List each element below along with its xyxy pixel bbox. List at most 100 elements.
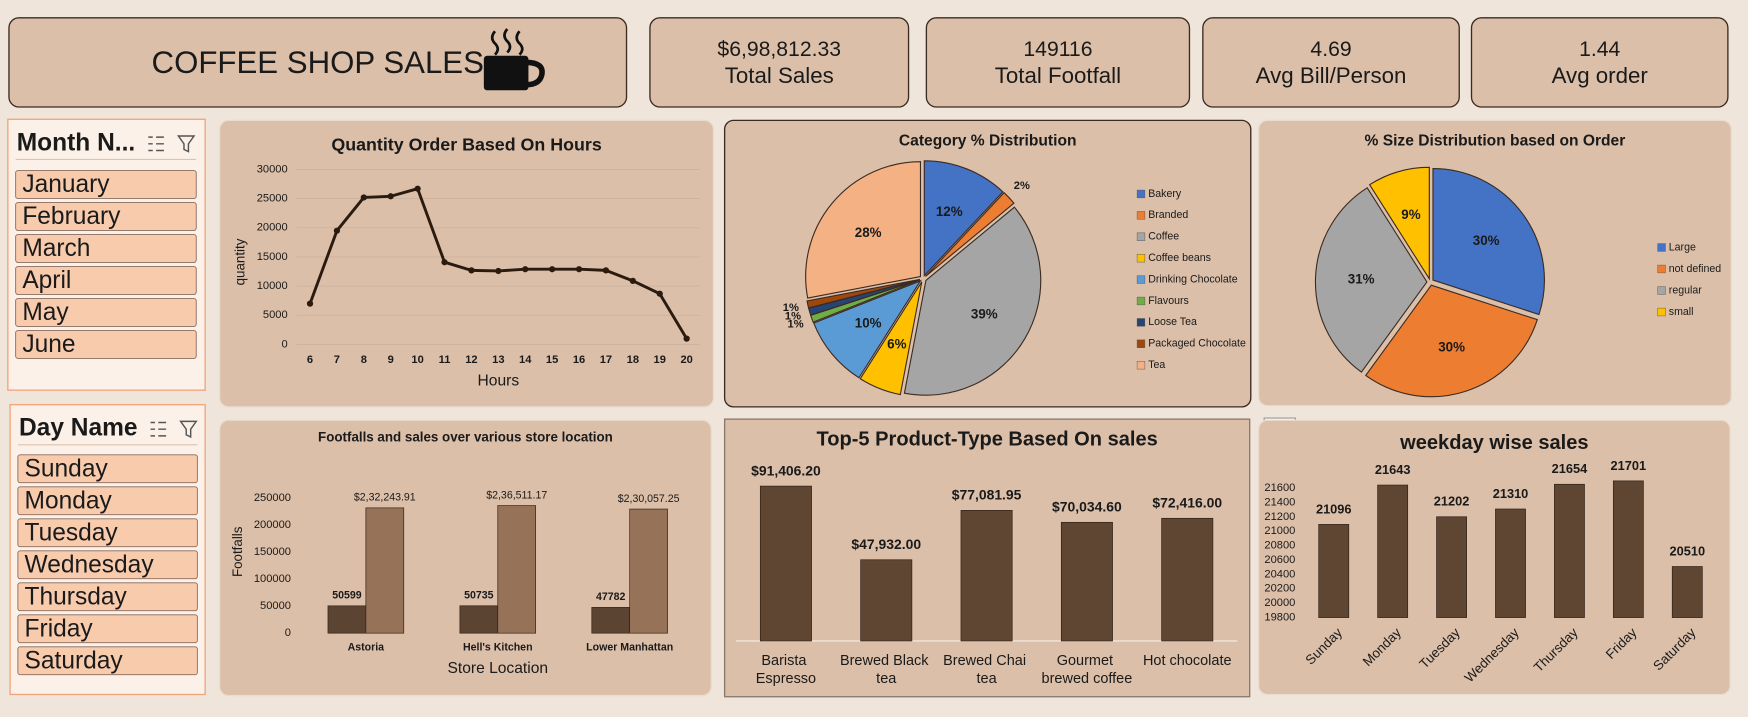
data-label: 50599 (332, 590, 362, 602)
slicer-item[interactable] (15, 170, 197, 199)
point (683, 335, 690, 342)
slicer-item-label[interactable]: May (22, 299, 69, 326)
y-tick-label: 10000 (257, 280, 288, 292)
data-label: 10% (855, 316, 882, 331)
slicer-item[interactable] (17, 486, 198, 516)
slicer-item-label[interactable]: Thursday (25, 583, 128, 610)
data-label: $47,932.00 (851, 536, 921, 552)
kpi-label: Total Footfall (995, 63, 1121, 88)
legend-swatch (1136, 211, 1146, 220)
y-tick-label: 250000 (254, 492, 291, 504)
data-label: $2,36,511.17 (486, 489, 547, 501)
x-tick-label: 18 (627, 354, 639, 366)
bar (1671, 566, 1703, 618)
data-label: $91,406.20 (751, 462, 821, 478)
y-tick-label: 100000 (254, 573, 291, 585)
kpi-value: 149116 (1023, 38, 1092, 61)
chart-panel (1257, 419, 1731, 696)
slicer-item[interactable] (15, 266, 197, 295)
y-tick-label: 21200 (1264, 511, 1295, 523)
x-tick-label: 15 (546, 354, 558, 366)
point (522, 266, 529, 273)
legend-label: Bakery (1148, 188, 1182, 200)
bar (960, 510, 1013, 642)
data-label: 1% (788, 319, 804, 331)
bar (365, 507, 405, 634)
x-tick-label: Gourmet brewed coffee (1042, 653, 1133, 687)
y-tick-label: 30000 (257, 163, 288, 175)
x-tick-label: 11 (439, 354, 451, 366)
slicer-item[interactable] (17, 582, 198, 612)
slicer-item[interactable] (15, 202, 197, 231)
y-tick-label: 15000 (257, 251, 288, 263)
y-tick-label: 20800 (1264, 540, 1295, 552)
slicer-item-label[interactable]: Saturday (25, 647, 124, 674)
x-tick-label: Barista Espresso (756, 653, 816, 687)
legend-swatch (1136, 361, 1146, 370)
slicer-item[interactable] (15, 298, 197, 327)
bar (629, 508, 668, 634)
data-label: 9% (1401, 207, 1420, 222)
slicer-item-label[interactable]: April (22, 267, 71, 294)
y-tick-label: 20000 (257, 222, 288, 234)
slicer-item-label[interactable]: Sunday (25, 455, 109, 482)
legend-label: Loose Tea (1148, 316, 1197, 328)
data-label: 30% (1438, 339, 1465, 354)
bar (1161, 517, 1214, 642)
data-label: 21202 (1434, 494, 1470, 509)
legend-swatch (1136, 275, 1146, 284)
y-tick-label: 21600 (1264, 482, 1295, 494)
point (414, 185, 421, 192)
slicer-item-label[interactable]: Tuesday (25, 519, 119, 546)
y-tick-label: 25000 (257, 193, 288, 205)
x-tick-label: Hot chocolate (1143, 653, 1232, 669)
bar (459, 605, 499, 634)
pie-slice (923, 160, 1004, 277)
slicer-item-label[interactable]: January (22, 171, 110, 198)
y-tick-label: 20600 (1264, 554, 1295, 566)
slicer-item-label[interactable]: Wednesday (25, 551, 155, 578)
pie-slice (859, 281, 923, 396)
legend-label: Coffee (1148, 231, 1179, 243)
kpi-label: Avg Bill/Person (1256, 63, 1407, 88)
data-label: 20510 (1669, 543, 1705, 558)
slicer-item[interactable] (17, 518, 198, 548)
slicer-item-label[interactable]: Friday (25, 615, 94, 642)
x-tick-label: 17 (600, 354, 612, 366)
kpi-card (1202, 17, 1460, 108)
coffee-icon (483, 28, 545, 91)
slicer-item[interactable] (17, 550, 198, 580)
data-label: $77,081.95 (952, 487, 1022, 503)
legend-label: Drinking Chocolate (1148, 273, 1237, 285)
legend-label: Coffee beans (1148, 252, 1211, 264)
slicer-item[interactable] (15, 234, 197, 263)
y-tick-label: 20200 (1264, 583, 1295, 595)
slicer-item-label[interactable]: February (22, 203, 121, 230)
data-label: 39% (971, 306, 998, 321)
y-tick-label: 20000 (1264, 597, 1295, 609)
y-axis-title: quantity (232, 238, 247, 285)
x-tick-label: 8 (361, 354, 367, 366)
slicer-item[interactable] (17, 614, 198, 644)
y-tick-label: 21400 (1264, 496, 1295, 508)
legend-swatch (1657, 264, 1666, 274)
slicer-item[interactable] (15, 330, 197, 359)
kpi-label: Total Sales (725, 63, 834, 88)
slicer-item-label[interactable]: Monday (25, 487, 113, 514)
y-tick-label: 19800 (1264, 612, 1295, 624)
pie-slice (806, 278, 920, 309)
legend-swatch (1136, 296, 1146, 306)
slicer-item[interactable] (17, 646, 198, 676)
x-tick-label: Hell's Kitchen (463, 641, 533, 653)
point (495, 267, 502, 275)
x-tick-label: 14 (519, 354, 532, 366)
legend-swatch (1136, 189, 1146, 199)
x-tick-label: 10 (411, 354, 423, 366)
slicer-item-label[interactable]: June (22, 331, 75, 358)
x-tick-label: Brewed Black tea (840, 653, 933, 687)
slicer-item[interactable] (17, 454, 198, 484)
bar (497, 505, 537, 634)
chart-title: Top-5 Product-Type Based On sales (817, 429, 1158, 451)
slicer-item-label[interactable]: March (22, 235, 90, 262)
